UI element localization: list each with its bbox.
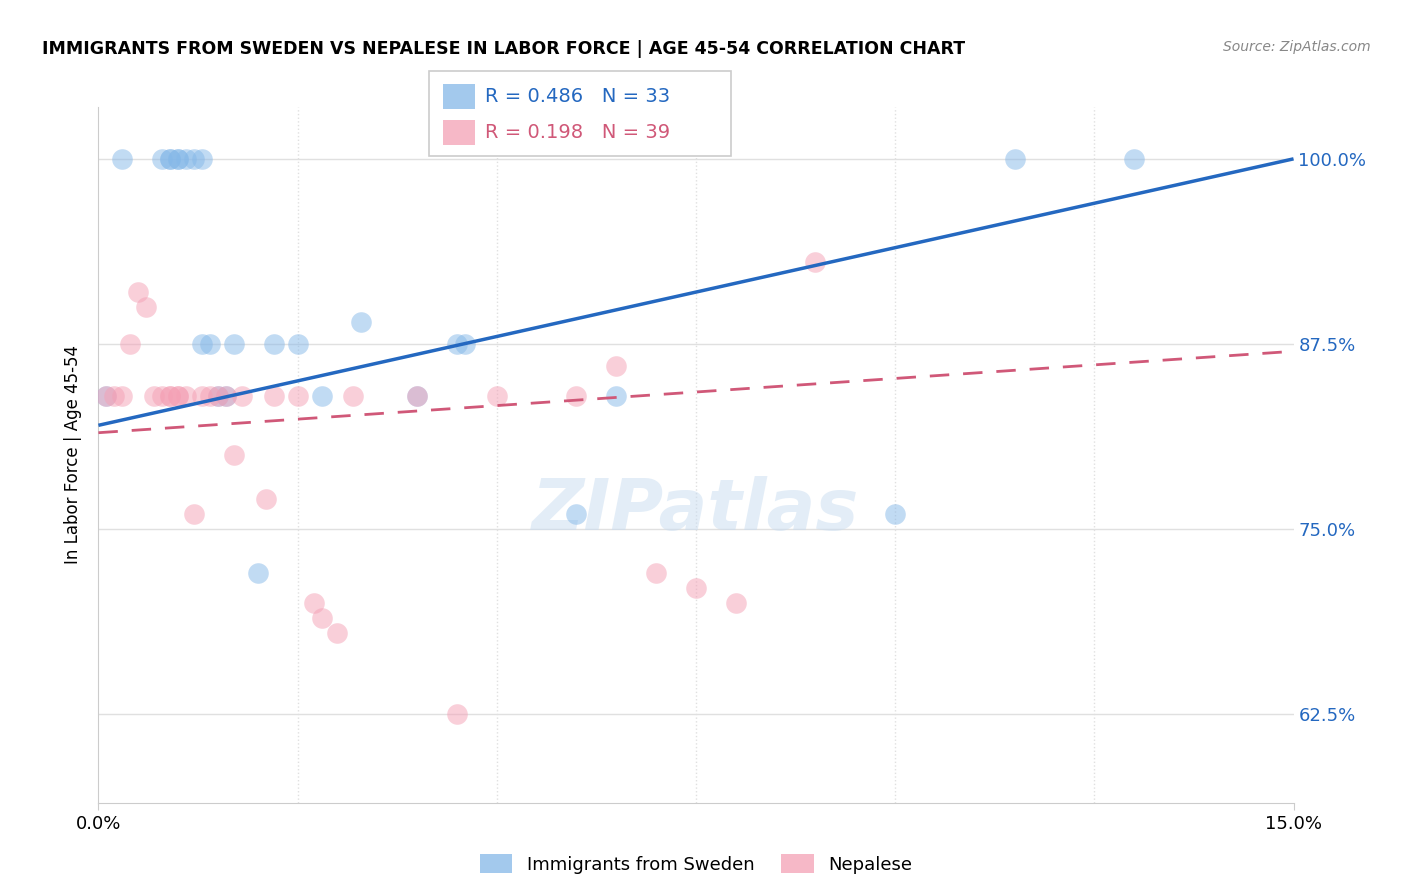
Point bbox=[446, 706, 468, 721]
Point bbox=[605, 359, 627, 373]
Point bbox=[884, 507, 907, 521]
Point bbox=[111, 389, 134, 403]
Point bbox=[103, 389, 125, 403]
Point bbox=[191, 389, 214, 403]
Point bbox=[174, 152, 197, 166]
Point bbox=[406, 389, 429, 403]
Point bbox=[96, 389, 118, 403]
Point bbox=[198, 389, 221, 403]
Point bbox=[159, 152, 181, 166]
Point bbox=[222, 337, 245, 351]
Point bbox=[1123, 152, 1146, 166]
Point bbox=[150, 389, 173, 403]
Legend: Immigrants from Sweden, Nepalese: Immigrants from Sweden, Nepalese bbox=[479, 855, 912, 874]
Point bbox=[645, 566, 668, 581]
Point bbox=[207, 389, 229, 403]
Point bbox=[565, 389, 588, 403]
Point bbox=[246, 566, 269, 581]
Point bbox=[342, 389, 364, 403]
Point bbox=[311, 389, 333, 403]
Point bbox=[159, 389, 181, 403]
Point bbox=[222, 448, 245, 462]
Point bbox=[311, 611, 333, 625]
Point bbox=[159, 152, 181, 166]
Point bbox=[143, 389, 166, 403]
Point bbox=[724, 596, 747, 610]
Point bbox=[96, 389, 118, 403]
Point bbox=[231, 389, 253, 403]
Point bbox=[159, 389, 181, 403]
Point bbox=[111, 152, 134, 166]
Point bbox=[198, 337, 221, 351]
Text: Source: ZipAtlas.com: Source: ZipAtlas.com bbox=[1223, 40, 1371, 54]
Point bbox=[287, 389, 309, 403]
Point bbox=[150, 152, 173, 166]
Point bbox=[1004, 152, 1026, 166]
Point bbox=[215, 389, 238, 403]
Point bbox=[127, 285, 149, 299]
Point bbox=[326, 625, 349, 640]
Text: IMMIGRANTS FROM SWEDEN VS NEPALESE IN LABOR FORCE | AGE 45-54 CORRELATION CHART: IMMIGRANTS FROM SWEDEN VS NEPALESE IN LA… bbox=[42, 40, 966, 58]
Point bbox=[183, 152, 205, 166]
Point bbox=[254, 492, 277, 507]
Point bbox=[565, 507, 588, 521]
Point bbox=[183, 507, 205, 521]
Y-axis label: In Labor Force | Age 45-54: In Labor Force | Age 45-54 bbox=[65, 345, 83, 565]
Point bbox=[454, 337, 477, 351]
Point bbox=[287, 337, 309, 351]
Point bbox=[302, 596, 325, 610]
Point bbox=[167, 152, 190, 166]
Text: ZIPatlas: ZIPatlas bbox=[533, 476, 859, 545]
Point bbox=[263, 389, 285, 403]
Point bbox=[167, 389, 190, 403]
Text: R = 0.486   N = 33: R = 0.486 N = 33 bbox=[485, 87, 671, 106]
Point bbox=[135, 300, 157, 314]
Point bbox=[191, 152, 214, 166]
Point bbox=[207, 389, 229, 403]
Point bbox=[350, 315, 373, 329]
Point bbox=[191, 337, 214, 351]
Point bbox=[605, 389, 627, 403]
Point bbox=[167, 389, 190, 403]
Point bbox=[174, 389, 197, 403]
Point bbox=[804, 255, 827, 269]
Text: R = 0.198   N = 39: R = 0.198 N = 39 bbox=[485, 123, 671, 143]
Point bbox=[446, 337, 468, 351]
Point bbox=[685, 581, 707, 595]
Point bbox=[485, 389, 508, 403]
Point bbox=[167, 152, 190, 166]
Point bbox=[120, 337, 142, 351]
Point bbox=[215, 389, 238, 403]
Point bbox=[406, 389, 429, 403]
Point bbox=[263, 337, 285, 351]
